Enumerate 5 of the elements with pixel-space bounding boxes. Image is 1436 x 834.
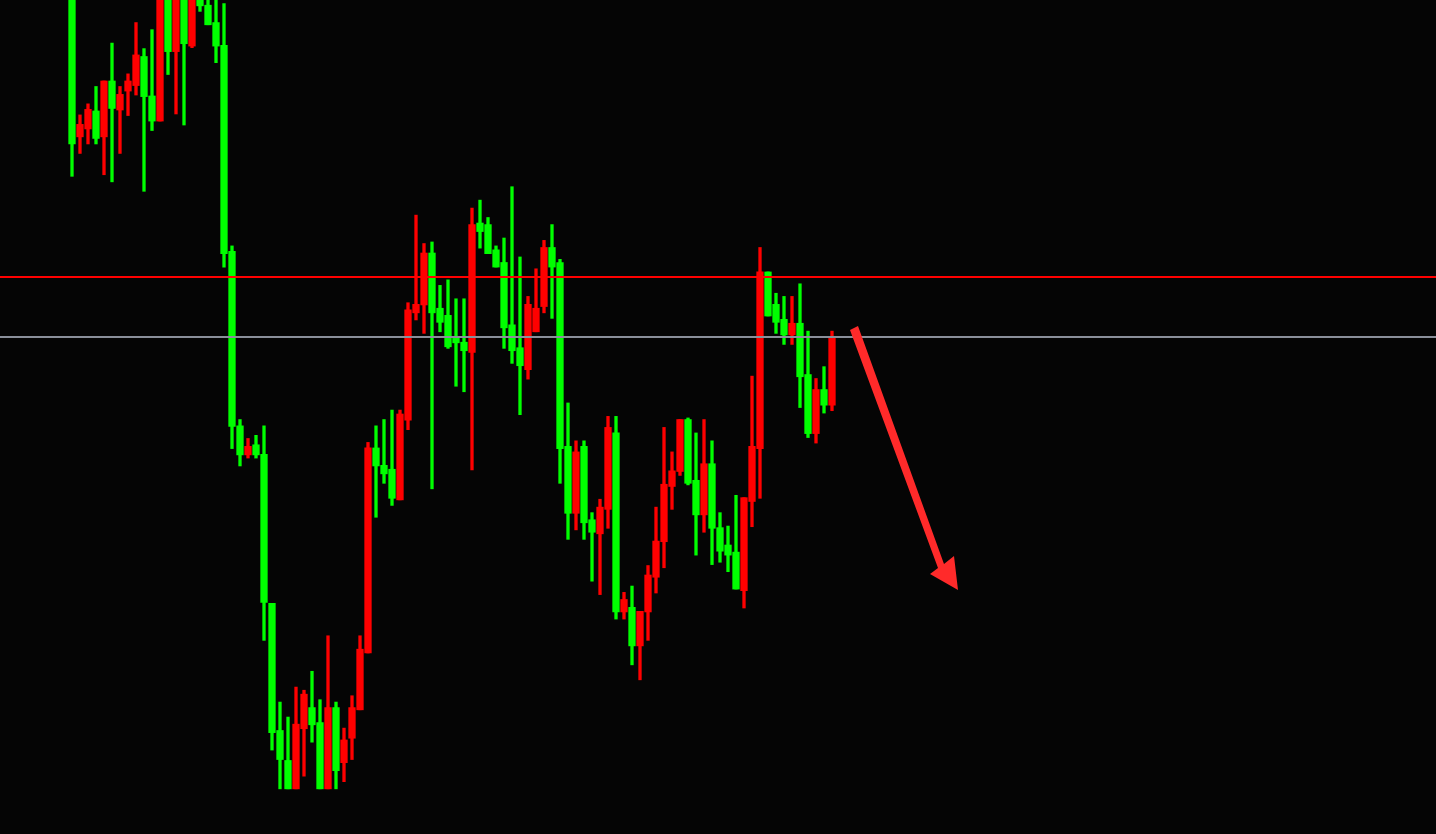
candlestick — [372, 425, 380, 518]
candlestick — [476, 199, 484, 249]
candlestick — [428, 241, 436, 490]
candlestick — [108, 42, 116, 183]
candlestick — [460, 298, 468, 393]
